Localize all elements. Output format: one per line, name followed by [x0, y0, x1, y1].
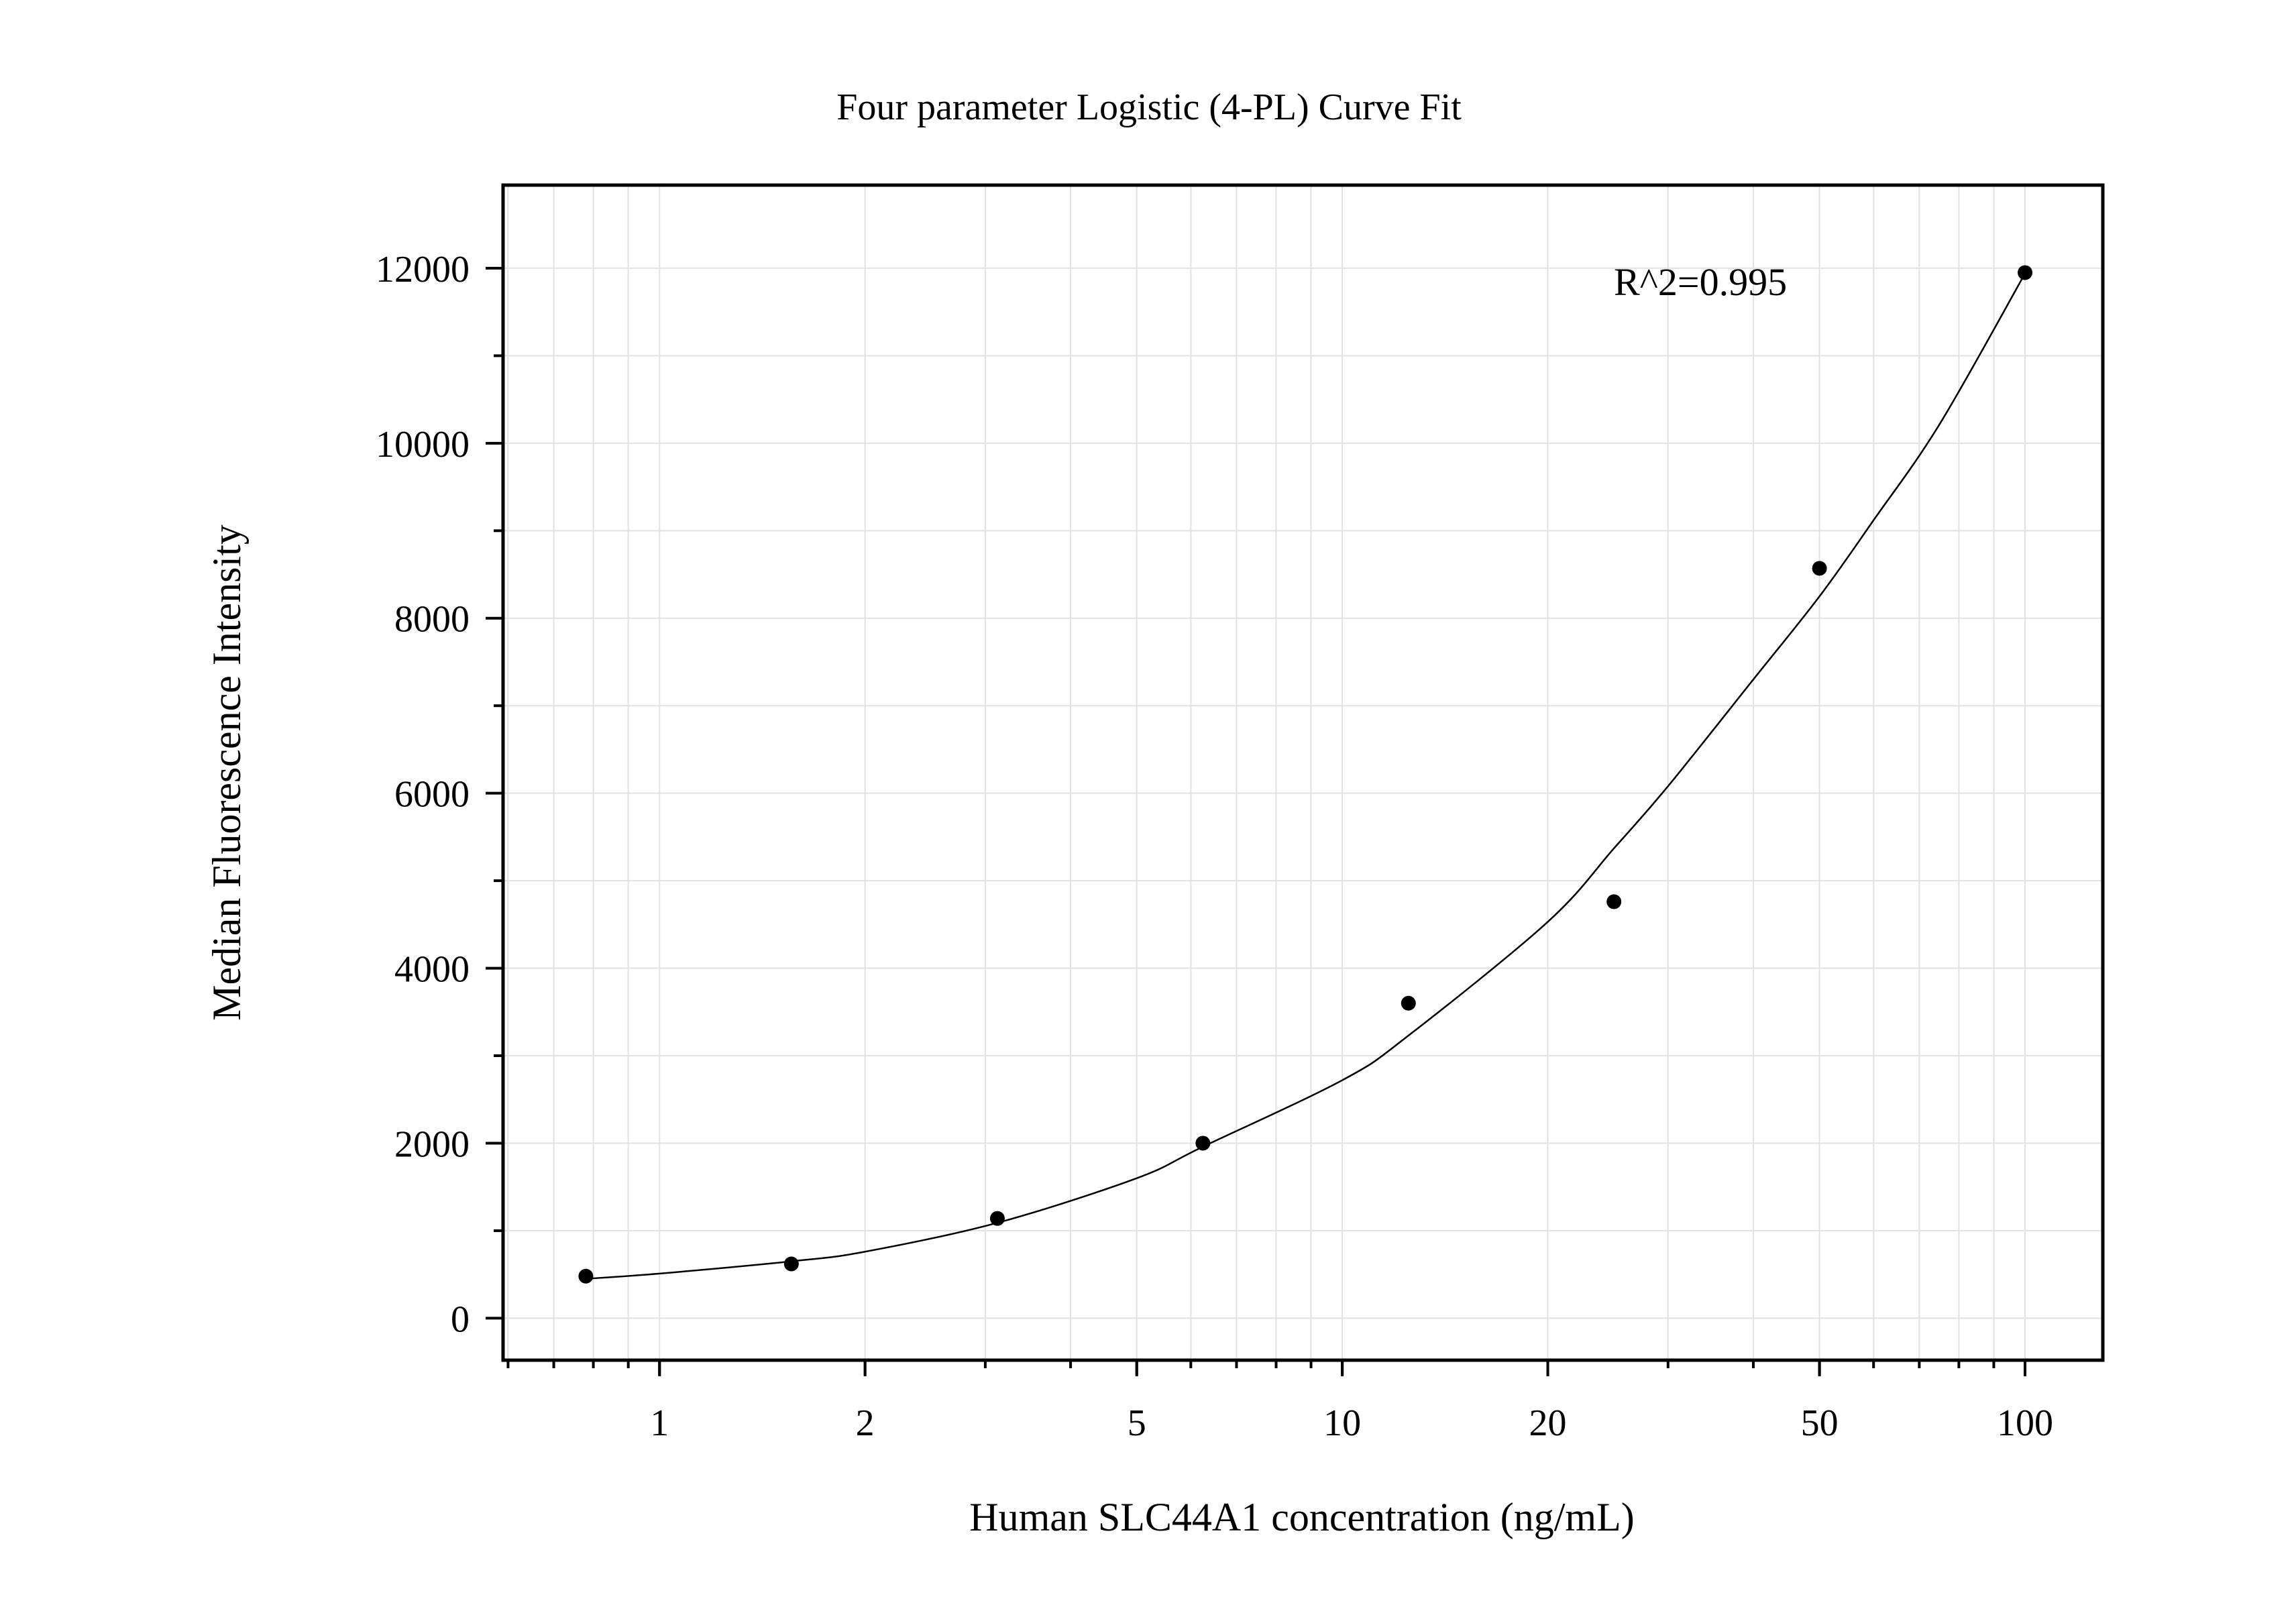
x-tick-label: 20 [1529, 1402, 1567, 1444]
x-tick-label: 100 [1997, 1402, 2053, 1444]
y-tick-label: 12000 [376, 249, 470, 290]
y-tick-label: 0 [451, 1298, 470, 1340]
data-point [783, 1256, 799, 1272]
curve-layer [586, 273, 2026, 1280]
y-tick-label: 8000 [394, 599, 470, 641]
x-tick-label: 2 [856, 1402, 875, 1444]
x-tick-label: 1 [650, 1402, 669, 1444]
axis-layer: 1 2 5 10 20 50 100 0 2000 4000 6000 8000 10000 12000 [376, 249, 2053, 1444]
y-tick-label: 4000 [394, 949, 470, 991]
y-tick-label: 6000 [394, 774, 470, 816]
data-point [2018, 265, 2033, 280]
data-point [578, 1268, 594, 1284]
x-tick-label: 50 [1801, 1402, 1839, 1444]
y-tick-label: 2000 [394, 1123, 470, 1165]
plot-frame [501, 183, 2105, 1362]
y-tick-label: 10000 [376, 424, 470, 465]
data-point [1812, 561, 1827, 576]
y-axis-label: Median Fluorescence Intensity [205, 524, 249, 1021]
points-layer [578, 265, 2033, 1284]
chart-title: Four parameter Logistic (4-PL) Curve Fit [836, 87, 1462, 128]
data-point [1195, 1135, 1211, 1151]
data-point [1606, 894, 1622, 909]
x-axis-label: Human SLC44A1 concentration (ng/mL) [969, 1495, 1634, 1539]
r-squared-annotation: R^2=0.995 [1614, 260, 1787, 304]
data-point [1401, 995, 1416, 1011]
grid-layer [503, 185, 2103, 1360]
x-tick-label: 10 [1323, 1402, 1361, 1444]
data-point [989, 1211, 1005, 1226]
x-tick-label: 5 [1128, 1402, 1146, 1444]
fit-curve [586, 273, 2026, 1280]
